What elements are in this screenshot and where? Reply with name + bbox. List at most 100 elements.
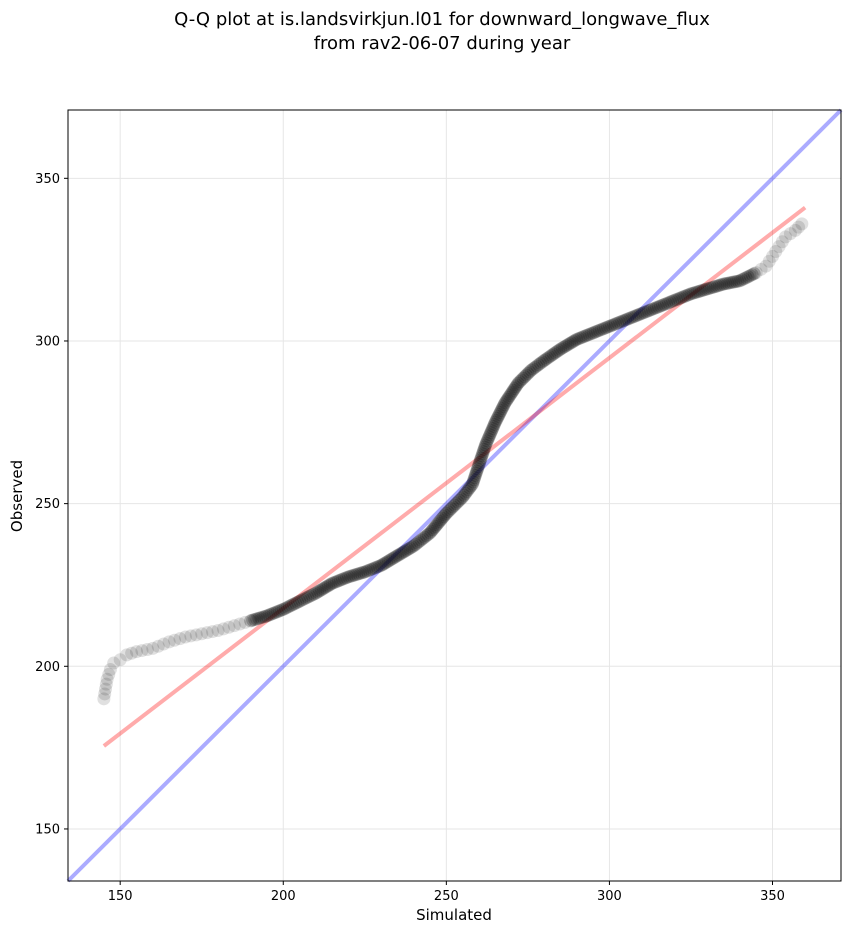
quantile-point: [544, 348, 558, 362]
quantile-point: [578, 329, 592, 343]
quantile-point: [184, 629, 198, 643]
quantile-point: [266, 606, 280, 620]
quantile-point: [792, 220, 806, 234]
quantile-point: [548, 346, 562, 360]
quantile-point: [725, 275, 739, 289]
quantile-point: [348, 568, 362, 582]
quantile-point: [268, 606, 282, 620]
quantile-point: [465, 477, 479, 491]
quantile-point: [444, 502, 458, 516]
quantile-point: [430, 518, 444, 532]
quantile-point: [602, 319, 616, 333]
quantile-point: [552, 343, 566, 357]
quantile-point: [464, 479, 478, 493]
quantile-point: [484, 426, 498, 440]
quantile-point: [723, 276, 737, 290]
quantile-point: [99, 682, 113, 696]
quantile-point: [262, 608, 276, 622]
x-tick-label: 200: [271, 889, 296, 904]
quantile-point: [582, 327, 596, 341]
quantile-point: [272, 604, 286, 618]
quantile-point: [559, 339, 573, 353]
quantile-point: [295, 593, 309, 607]
quantile-point: [414, 533, 428, 547]
quantile-point: [125, 646, 139, 660]
quantile-points: [97, 217, 809, 706]
quantile-point: [489, 413, 503, 427]
quantile-point: [514, 373, 528, 387]
quantile-point: [157, 637, 171, 651]
identity-line: [66, 108, 843, 883]
quantile-point: [696, 283, 710, 297]
y-tick-label: 250: [35, 497, 60, 512]
quantile-point: [528, 360, 542, 374]
quantile-point: [293, 594, 307, 608]
quantile-point: [485, 424, 499, 438]
quantile-point: [623, 311, 637, 325]
quantile-point: [647, 301, 661, 315]
quantile-point: [335, 572, 349, 586]
quantile-point: [609, 317, 623, 331]
quantile-point: [633, 307, 647, 321]
quantile-point: [769, 245, 783, 259]
quantile-point: [468, 468, 482, 482]
quantile-point: [387, 551, 401, 565]
quantile-point: [211, 624, 225, 638]
quantile-point: [313, 584, 327, 598]
quantile-point: [356, 566, 370, 580]
quantile-point: [463, 481, 477, 495]
quantile-point: [733, 274, 747, 288]
quantile-point: [428, 519, 442, 533]
quantile-point: [588, 325, 602, 339]
quantile-point: [779, 230, 793, 244]
quantile-point: [487, 417, 501, 431]
quantile-point: [449, 497, 463, 511]
quantile-point: [288, 596, 302, 610]
quantile-point: [482, 430, 496, 444]
quantile-point: [535, 355, 549, 369]
quantile-point: [743, 269, 757, 283]
quantile-point: [168, 633, 182, 647]
quantile-point: [233, 617, 247, 631]
quantile-point: [392, 548, 406, 562]
quantile-point: [625, 310, 639, 324]
quantile-point: [140, 642, 154, 656]
quantile-point: [409, 537, 423, 551]
quantile-point: [291, 595, 305, 609]
quantile-point: [649, 301, 663, 315]
x-axis-label: Simulated: [416, 906, 492, 924]
quantile-point: [645, 302, 659, 316]
quantile-point: [103, 663, 117, 677]
quantile-point: [729, 275, 743, 289]
quantile-point: [381, 554, 395, 568]
quantile-point: [339, 571, 353, 585]
quantile-point: [325, 576, 339, 590]
quantile-point: [621, 312, 635, 326]
quantile-point: [537, 353, 551, 367]
quantile-point: [98, 687, 112, 701]
quantile-point: [596, 322, 610, 336]
quantile-point: [657, 297, 671, 311]
chart-title: Q-Q plot at is.landsvirkjun.l01 for down…: [174, 9, 710, 30]
quantile-point: [421, 527, 435, 541]
quantile-point: [472, 458, 486, 472]
quantile-point: [113, 653, 127, 667]
quantile-point: [394, 547, 408, 561]
quantile-point: [97, 692, 111, 706]
quantile-point: [344, 569, 358, 583]
quantile-point: [438, 508, 452, 522]
quantile-point: [407, 539, 421, 553]
quantile-point: [380, 555, 394, 569]
quantile-point: [333, 573, 347, 587]
quantile-point: [311, 585, 325, 599]
quantile-point: [102, 667, 116, 681]
quantile-point: [100, 672, 114, 686]
x-tick-label: 150: [108, 889, 133, 904]
quantile-point: [651, 300, 665, 314]
quantile-point: [572, 332, 586, 346]
quantile-point: [471, 460, 485, 474]
quantile-point: [615, 314, 629, 328]
quantile-point: [276, 602, 290, 616]
quantile-point: [352, 567, 366, 581]
quantile-point: [686, 286, 700, 300]
